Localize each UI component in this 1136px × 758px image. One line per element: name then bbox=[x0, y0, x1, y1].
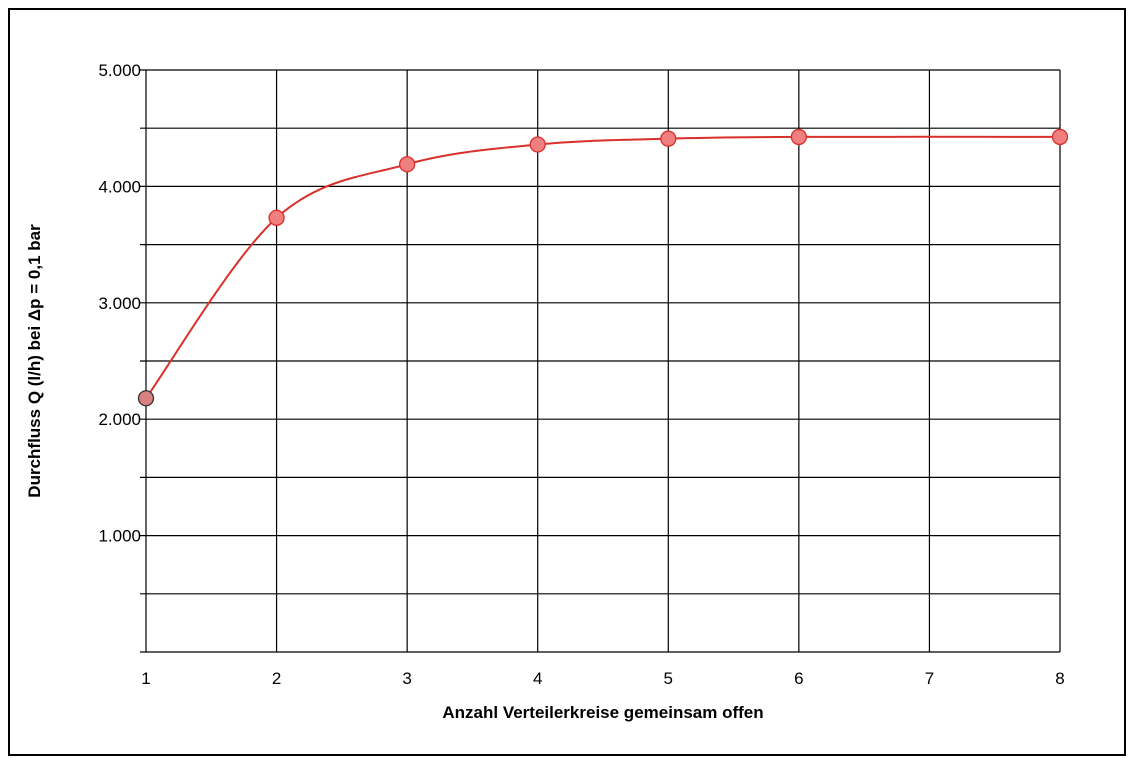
x-tick-label: 2 bbox=[272, 669, 281, 688]
x-tick-label: 3 bbox=[402, 669, 411, 688]
x-tick-label: 5 bbox=[664, 669, 673, 688]
data-point bbox=[660, 130, 677, 147]
x-tick-label: 4 bbox=[533, 669, 542, 688]
y-tick-label: 1.000 bbox=[98, 527, 141, 546]
data-point bbox=[268, 209, 285, 226]
markers bbox=[137, 128, 1069, 407]
y-axis-title: Durchfluss Q (l/h) bei Δp = 0,1 bar bbox=[25, 224, 44, 498]
x-tick-label: 1 bbox=[141, 669, 150, 688]
y-tick-labels: 1.000 2.000 3.000 4.000 5.000 bbox=[98, 61, 141, 546]
data-point bbox=[529, 136, 546, 153]
y-tick-label: 2.000 bbox=[98, 410, 141, 429]
data-point bbox=[137, 390, 155, 407]
data-point bbox=[398, 156, 416, 173]
x-axis-title: Anzahl Verteilerkreise gemeinsam offen bbox=[442, 703, 763, 722]
x-tick-label: 6 bbox=[794, 669, 803, 688]
y-tick-label: 3.000 bbox=[98, 294, 141, 313]
y-tick-label: 5.000 bbox=[98, 61, 141, 80]
chart-frame bbox=[8, 8, 1126, 756]
data-point bbox=[1051, 128, 1069, 146]
series-line bbox=[145, 135, 1061, 399]
series-line-layer bbox=[145, 135, 1061, 399]
x-tick-label: 7 bbox=[925, 669, 934, 688]
x-tick-label: 8 bbox=[1055, 669, 1064, 688]
y-tick-label: 4.000 bbox=[98, 177, 141, 196]
grid bbox=[140, 69, 1061, 653]
x-tick-labels: 1 2 3 4 5 6 7 8 bbox=[141, 669, 1064, 688]
data-point bbox=[790, 128, 808, 146]
